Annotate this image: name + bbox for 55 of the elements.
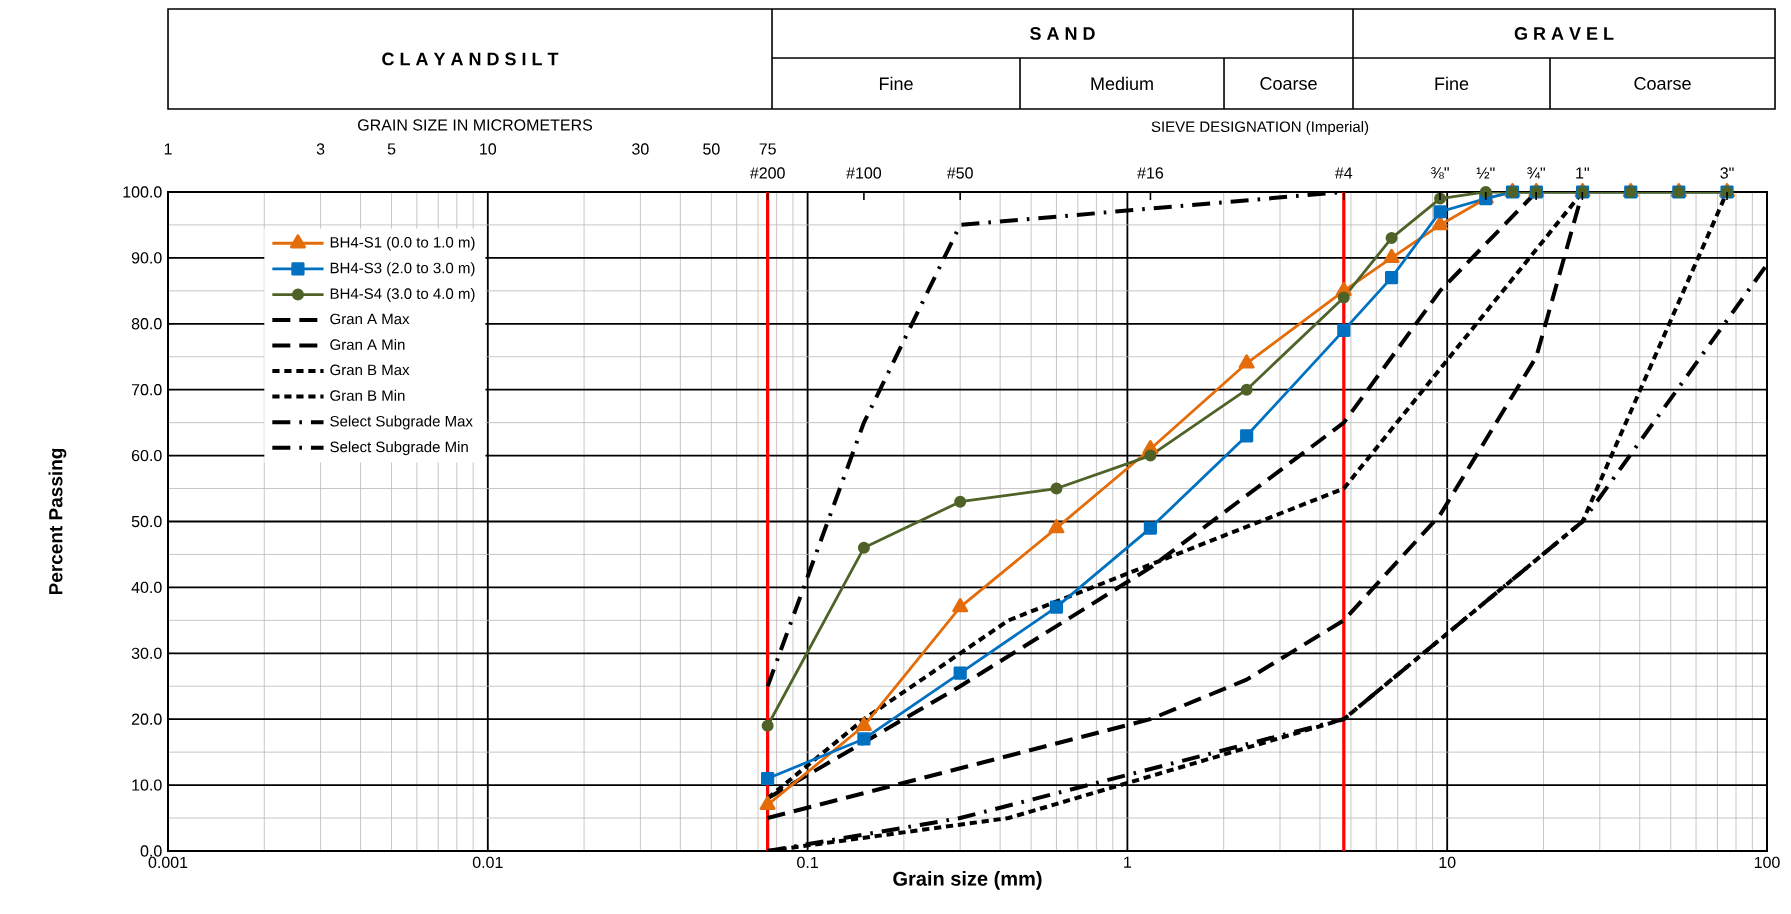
text: Coarse xyxy=(1634,77,1691,90)
text: 1 xyxy=(164,143,172,155)
y-tick-label: 10.0 xyxy=(132,779,162,791)
text: Fine xyxy=(1435,76,1469,91)
text: Fine xyxy=(879,76,913,91)
text: #16 xyxy=(1137,167,1164,179)
legend-label: Gran B Min xyxy=(330,389,405,401)
legend-label: Gran A Min xyxy=(330,338,405,350)
text: 50 xyxy=(703,143,720,155)
text: #100 xyxy=(846,167,882,179)
x-tick-label: 0.1 xyxy=(797,856,818,869)
legend-label: Gran B Max xyxy=(330,364,410,376)
x-tick-label: 0.01 xyxy=(472,856,503,869)
y-tick-label: 30.0 xyxy=(131,647,162,659)
legend-label: BH4-S1 (0.0 to 1.0 m) xyxy=(330,236,475,251)
x-tick-label: 0.001 xyxy=(148,856,188,869)
y-tick-label: 20.0 xyxy=(131,713,162,725)
text: 5 xyxy=(387,143,396,155)
y-tick-label: 60.0 xyxy=(131,449,162,462)
y-tick-label: 100.0 xyxy=(123,186,162,198)
x-tick-label: 1 xyxy=(1124,856,1132,868)
text: G R A V E L xyxy=(1514,27,1614,40)
legend-label: Gran A Max xyxy=(330,313,410,325)
y-tick-label: 70.0 xyxy=(131,384,162,396)
legend-label: BH4-S4 (3.0 to 4.0 m) xyxy=(330,287,475,302)
y-tick-label: 50.0 xyxy=(131,515,162,528)
text: SIEVE DESIGNATION (Imperial) xyxy=(1151,121,1369,135)
legend-label: BH4-S3 (2.0 to 3.0 m) xyxy=(330,262,475,277)
text: Coarse xyxy=(1260,77,1317,90)
text: 10 xyxy=(480,143,497,155)
text: ½" xyxy=(1476,167,1495,179)
text: #50 xyxy=(946,167,973,179)
y-tick-label: 90.0 xyxy=(131,252,162,264)
text: 1" xyxy=(1576,167,1589,179)
text: 30 xyxy=(632,143,649,155)
text: S A N D xyxy=(1030,27,1095,40)
x-axis-title: Grain size (mm) xyxy=(893,871,1042,890)
x-tick-label: 100 xyxy=(1754,856,1780,869)
text: 75 xyxy=(759,143,776,155)
text: 3" xyxy=(1720,167,1734,179)
text: C L A Y A N D S I L T xyxy=(382,52,559,66)
legend-label: Select Subgrade Max xyxy=(330,415,473,430)
y-tick-label: 40.0 xyxy=(131,581,162,594)
x-tick-label: 10 xyxy=(1439,856,1456,869)
y-tick-label: 0.0 xyxy=(140,845,162,857)
text: 3 xyxy=(316,143,325,155)
text: GRAIN SIZE IN MICROMETERS xyxy=(358,119,593,131)
text: Medium xyxy=(1091,76,1153,91)
text: ⅜" xyxy=(1430,167,1449,179)
text: ¾" xyxy=(1527,167,1545,179)
text: #4 xyxy=(1334,167,1353,179)
y-tick-label: 80.0 xyxy=(131,318,162,330)
y-axis-title: Percent Passing xyxy=(48,448,67,595)
text: #200 xyxy=(749,167,785,179)
legend-label: Select Subgrade Min xyxy=(330,441,468,456)
